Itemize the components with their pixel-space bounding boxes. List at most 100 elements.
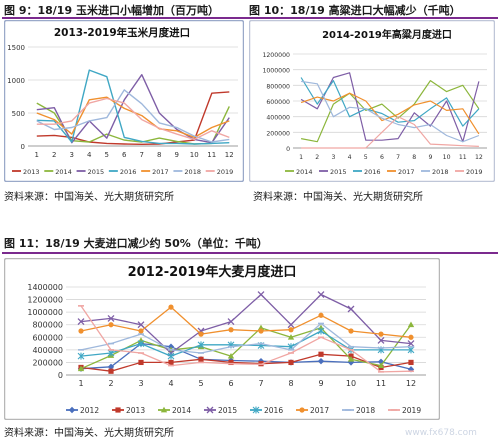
data-point-2015: [77, 318, 85, 326]
y-tick-label: 1000000: [27, 308, 63, 317]
x-tick-label: 2: [108, 379, 113, 388]
data-point-2017: [198, 331, 204, 337]
y-tick-label: 400000: [266, 115, 290, 122]
x-tick-label: 6: [380, 154, 384, 161]
chart-title: 2013-2019年玉米月度进口: [54, 26, 190, 39]
y-tick-label: 0: [21, 143, 25, 151]
top-divider: [2, 17, 498, 19]
data-point-2014: [347, 356, 355, 362]
x-tick-label: 10: [443, 154, 451, 161]
x-tick-label: 11: [459, 154, 467, 161]
x-tick-label: 8: [288, 379, 293, 388]
x-tick-label: 12: [475, 154, 483, 161]
legend-marker-2013: [115, 407, 121, 413]
x-tick-label: 5: [105, 151, 109, 159]
series-line-2017: [80, 306, 412, 338]
legend-label-2017: 2017: [310, 406, 329, 415]
data-point-2013: [168, 359, 174, 366]
y-tick-label: 800000: [266, 83, 290, 90]
data-point-2017: [78, 328, 84, 334]
x-tick-label: 10: [190, 151, 199, 159]
figure-title-sorghum: 图 10：18/19 高粱进口大幅减少（千吨）: [249, 4, 461, 17]
legend-label-2019: 2019: [217, 168, 234, 176]
data-point-2014: [257, 324, 265, 331]
data-point-2012: [317, 357, 325, 365]
x-tick-label: 1: [78, 379, 83, 388]
barley-chart: 2012-2019年大麦月度进口 0 200000 400000 600000 80000…: [4, 258, 440, 420]
x-tick-label: 7: [396, 154, 400, 161]
series-line-2019: [301, 116, 479, 149]
data-point-2015: [317, 291, 325, 299]
watermark: www.fx678.com: [405, 428, 477, 438]
data-point-2013: [198, 356, 204, 362]
legend-marker-2012: [68, 406, 76, 414]
legend-label-2013: 2013: [23, 168, 40, 176]
x-tick-label: 8: [157, 151, 161, 159]
legend-label-2013: 2013: [126, 406, 145, 415]
x-tick-label: 3: [331, 154, 335, 161]
figure-title-corn: 图 9：18/19 玉米进口小幅增加（百万吨）: [4, 4, 219, 17]
data-point-2013: [288, 359, 294, 366]
legend-marker-2015: [206, 406, 214, 414]
x-tick-label: 7: [258, 379, 263, 388]
legend-label-2018: 2018: [356, 406, 375, 415]
data-point-2015: [347, 305, 355, 313]
data-point-2013: [318, 351, 324, 357]
data-point-2013: [108, 368, 114, 374]
y-tick-label: 1200000: [27, 296, 63, 305]
data-point-2016: [197, 341, 205, 349]
x-tick-label: 9: [428, 154, 432, 161]
x-tick-label: 4: [87, 151, 92, 159]
sorghum-chart: 2014-2019年高粱月度进口 0 200000 400000 600000 80000…: [249, 20, 495, 182]
series-line-2012: [80, 342, 412, 370]
legend-label-2019: 2019: [402, 406, 421, 415]
data-point-2017: [318, 312, 324, 318]
data-point-2015: [227, 318, 235, 326]
legend-label-2014: 2014: [296, 168, 313, 176]
legend-label-2015: 2015: [330, 168, 347, 176]
x-tick-label: 6: [228, 379, 233, 388]
legend-label-2017: 2017: [152, 168, 169, 176]
y-tick-label: 200000: [32, 358, 63, 367]
source-note-right: 资料来源：中国海关、光大期货研究所: [253, 192, 423, 203]
series-line-2018: [80, 322, 412, 354]
legend-label-2018: 2018: [184, 168, 201, 176]
x-tick-label: 9: [175, 151, 179, 159]
legend-marker-2017: [299, 407, 305, 413]
data-point-2017: [408, 334, 414, 340]
y-tick-label: 1000: [7, 77, 25, 85]
legend-label-2012: 2012: [80, 406, 99, 415]
x-tick-label: 5: [198, 379, 203, 388]
x-tick-label: 11: [207, 151, 216, 159]
data-point-2017: [258, 328, 264, 334]
data-point-2015: [257, 291, 265, 299]
data-point-2016: [107, 349, 115, 357]
legend-label-2016: 2016: [120, 168, 137, 176]
x-tick-label: 3: [70, 151, 74, 159]
y-tick-label: 500: [12, 110, 25, 118]
y-tick-label: 800000: [32, 321, 63, 330]
x-tick-label: 4: [348, 154, 352, 161]
chart-frame: [4, 258, 440, 420]
legend-label-2014: 2014: [172, 406, 191, 415]
data-point-2013: [138, 359, 144, 366]
series-line-2015: [80, 293, 412, 354]
source-note-bottom: 资料来源：中国海关、光大期货研究所: [4, 428, 174, 439]
x-tick-label: 7: [140, 151, 144, 159]
x-tick-label: 2: [315, 154, 319, 161]
data-point-2014: [227, 352, 235, 359]
data-point-2013: [228, 359, 234, 366]
legend-label-2019: 2019: [466, 168, 483, 176]
x-tick-label: 8: [412, 154, 416, 161]
data-point-2015: [377, 336, 385, 344]
data-point-2015: [107, 314, 115, 322]
data-point-2016: [137, 340, 145, 348]
x-tick-label: 5: [364, 154, 368, 161]
data-point-2016: [77, 352, 85, 360]
data-point-2014: [287, 334, 295, 340]
data-point-2017: [348, 328, 354, 334]
legend-label-2018: 2018: [432, 168, 449, 176]
y-tick-label: 400000: [32, 346, 63, 355]
series-line-2013: [80, 353, 412, 372]
